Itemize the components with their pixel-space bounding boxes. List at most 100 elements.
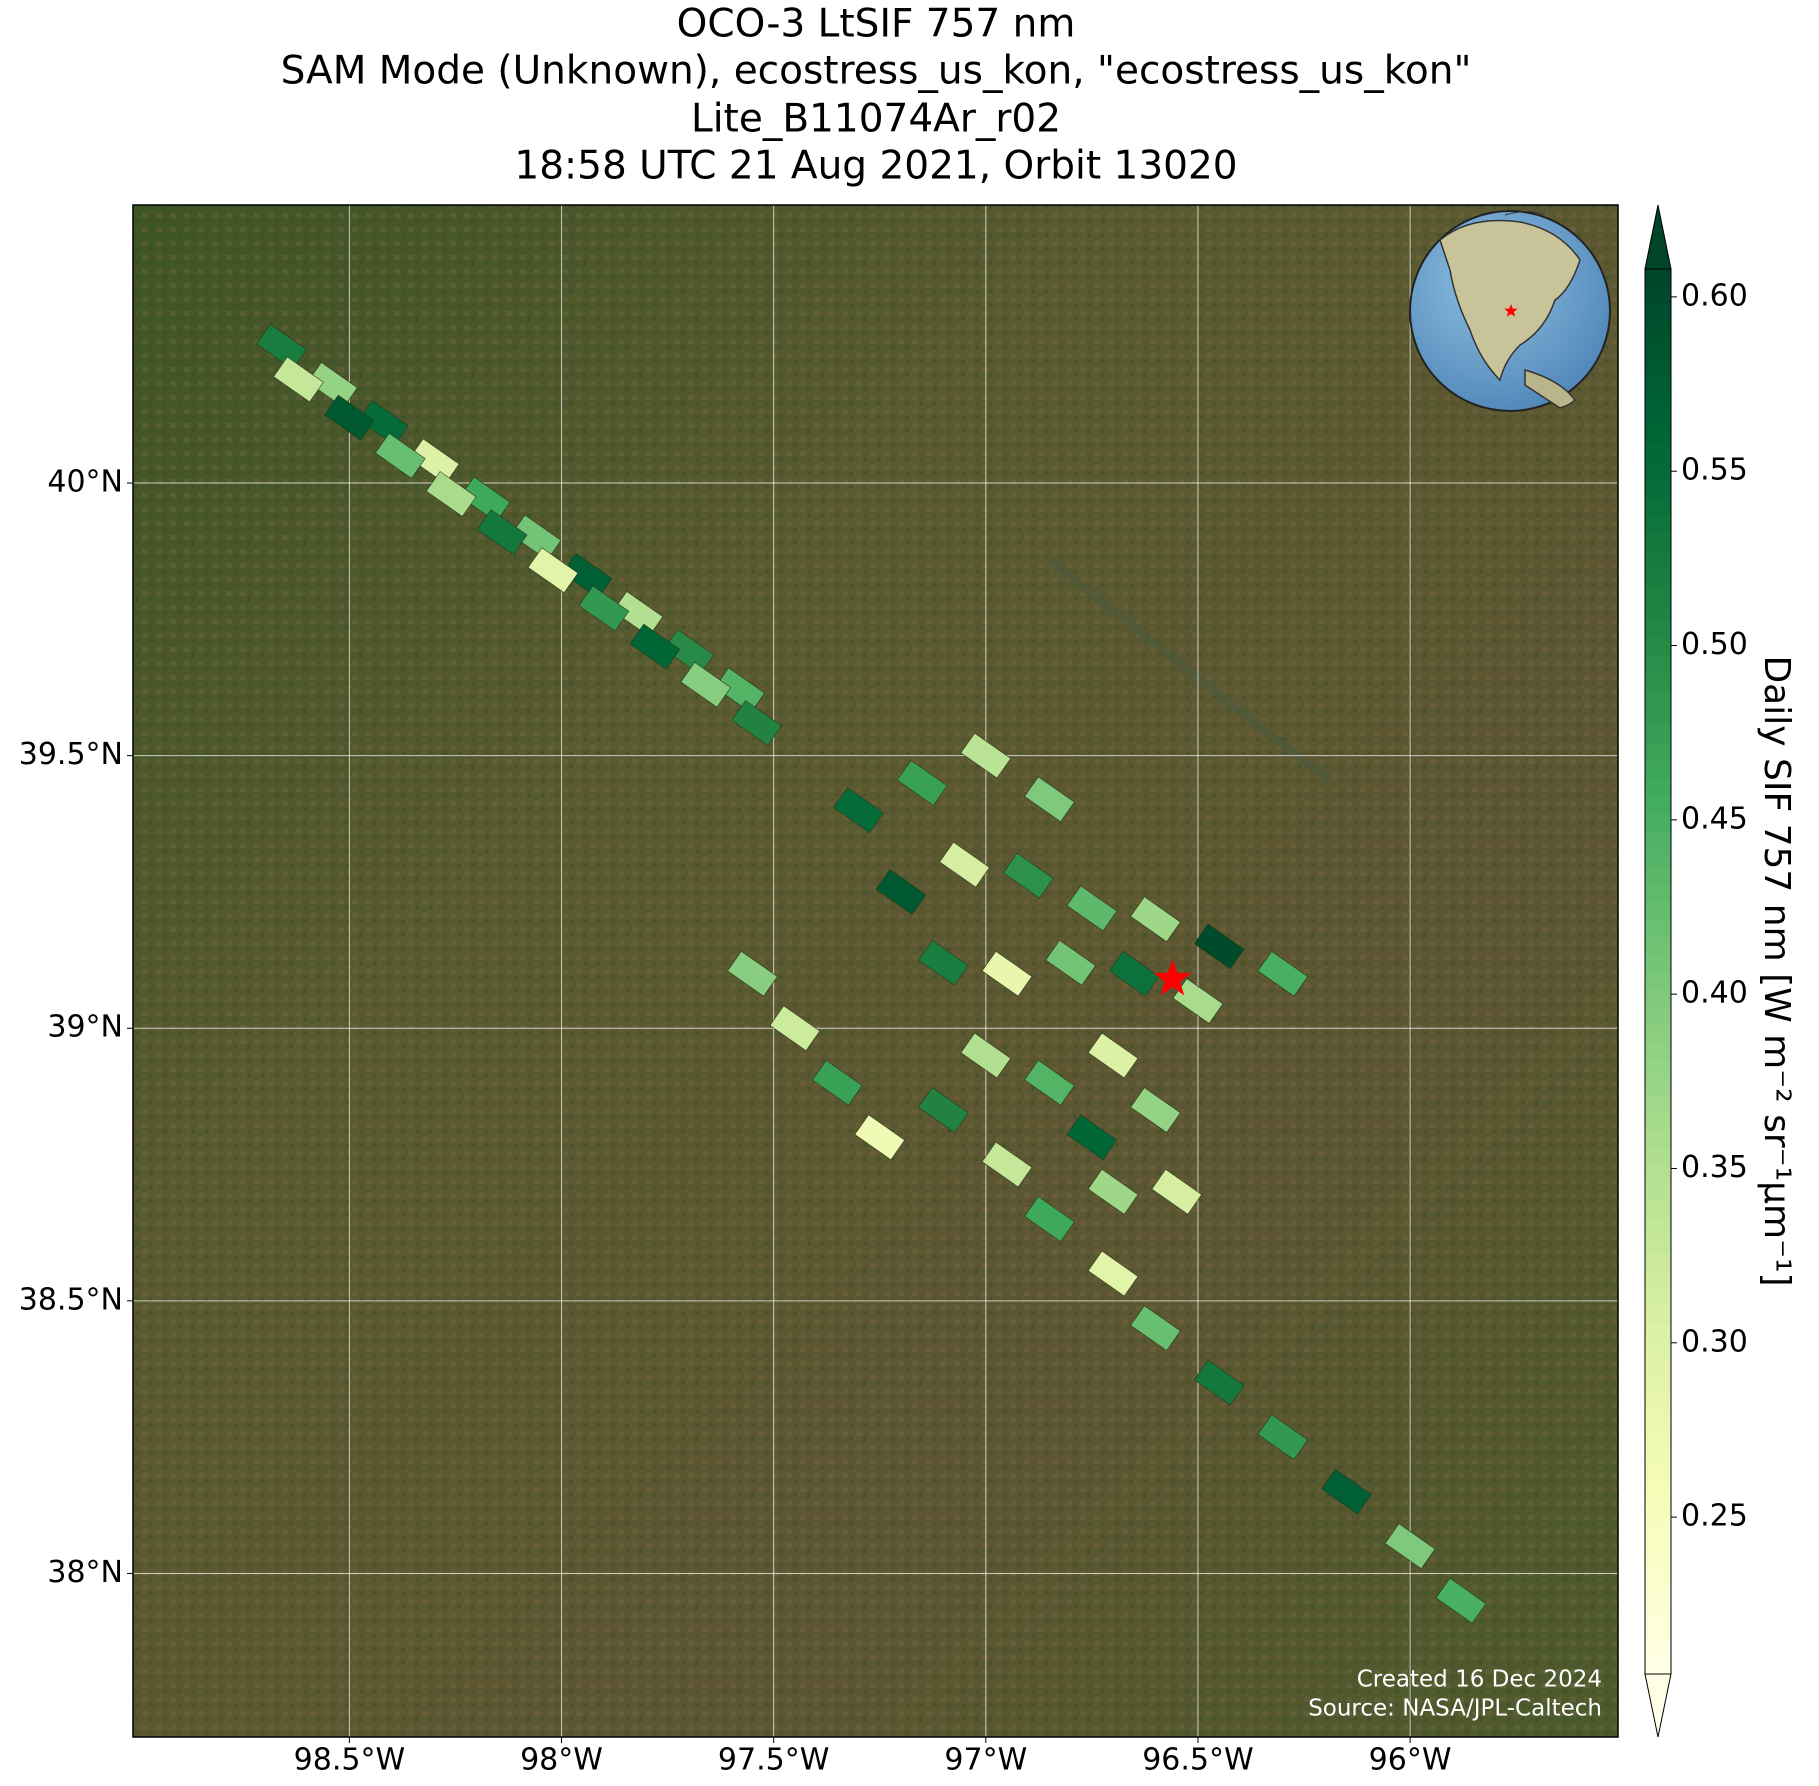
- sif-cell: [939, 841, 990, 888]
- reservoir: [1047, 556, 1333, 784]
- colorbar-segment: [1645, 1094, 1671, 1113]
- colorbar-segment: [1645, 1638, 1671, 1657]
- colorbar-segment: [1645, 1076, 1671, 1095]
- colorbar-segment: [1645, 1024, 1671, 1043]
- sif-cell: [1108, 950, 1160, 997]
- sif-cell: [578, 585, 630, 632]
- colorbar-segment: [1645, 374, 1671, 393]
- colorbar-segment: [1645, 514, 1671, 533]
- sif-cell: [459, 476, 511, 523]
- x-tick-label: 97.5°W: [718, 1743, 829, 1778]
- sif-cell: [1066, 885, 1118, 932]
- colorbar-extend-min: [1644, 1673, 1672, 1738]
- sif-cell: [1087, 1250, 1139, 1297]
- colorbar-segment: [1645, 391, 1671, 410]
- sif-cell: [833, 787, 884, 834]
- colorbar-segment: [1645, 655, 1671, 674]
- y-tick-label: 38°N: [47, 1555, 123, 1590]
- colorbar-segment: [1645, 989, 1671, 1008]
- colorbar-segment: [1645, 637, 1671, 656]
- colorbar-segment: [1645, 1375, 1671, 1394]
- sif-cell: [1257, 950, 1309, 997]
- colorbar-segment: [1645, 1112, 1671, 1131]
- colorbar-segment: [1645, 304, 1671, 323]
- colorbar-segment: [1645, 1182, 1671, 1201]
- sif-cell: [561, 552, 613, 599]
- colorbar-segment: [1645, 427, 1671, 446]
- sif-cell: [769, 1005, 821, 1052]
- colorbar-segment: [1645, 1603, 1671, 1622]
- colorbar-segment: [1645, 848, 1671, 867]
- colorbar-segment: [1645, 971, 1671, 990]
- y-tick-label: 39.5°N: [19, 737, 123, 772]
- sif-cell: [981, 1141, 1033, 1188]
- colorbar-segment: [1645, 883, 1671, 902]
- sif-cell: [1024, 1196, 1075, 1242]
- colorbar-segment: [1645, 1129, 1671, 1148]
- colorbar-segment: [1645, 356, 1671, 375]
- x-tick-label: 96.5°W: [1142, 1743, 1253, 1778]
- sif-cell: [358, 400, 409, 446]
- sif-cell: [680, 661, 732, 708]
- sif-cell: [425, 471, 477, 517]
- colorbar-segment: [1645, 1621, 1671, 1640]
- sif-cell: [1024, 776, 1075, 823]
- sif-cell: [408, 438, 460, 485]
- colorbar-tick-label: 0.30: [1681, 1324, 1748, 1359]
- x-tick-label: 98.5°W: [294, 1743, 405, 1778]
- colorbar-segment: [1645, 1252, 1671, 1271]
- sif-cell: [1435, 1577, 1487, 1624]
- colorbar-segment: [1645, 1463, 1671, 1482]
- credit: Created 16 Dec 2024: [1357, 1667, 1602, 1693]
- swath: [256, 323, 1487, 1624]
- sif-cell: [1130, 1305, 1181, 1351]
- coastline: [1504, 211, 1546, 216]
- colorbar-segment: [1645, 1006, 1671, 1025]
- sif-cell: [1193, 1359, 1245, 1406]
- sif-cell: [1087, 1168, 1139, 1215]
- title-line: OCO-3 LtSIF 757 nm: [677, 2, 1076, 47]
- sif-cell: [1321, 1468, 1372, 1515]
- colorbar-extend-max: [1644, 204, 1672, 270]
- colorbar-segment: [1645, 1340, 1671, 1359]
- colorbar-segment: [1645, 1480, 1671, 1499]
- y-tick-label: 38.5°N: [19, 1282, 123, 1317]
- colorbar-tick-label: 0.60: [1681, 278, 1748, 313]
- colorbar-segment: [1645, 1393, 1671, 1412]
- colorbar-segment: [1645, 708, 1671, 727]
- sif-cell: [1024, 1059, 1075, 1106]
- sif-cell: [374, 432, 426, 479]
- continent: [1524, 369, 1576, 409]
- globe-site: [1504, 304, 1518, 317]
- colorbar-segment: [1645, 286, 1671, 305]
- colorbar-segment: [1645, 918, 1671, 937]
- colorbar-segment: [1645, 778, 1671, 797]
- colorbar-segment: [1645, 1428, 1671, 1447]
- colorbar-segment: [1645, 1217, 1671, 1236]
- sif-cell: [1384, 1523, 1436, 1570]
- colorbar-segment: [1645, 1656, 1671, 1675]
- colorbar-segment: [1645, 1586, 1671, 1605]
- colorbar-segment: [1645, 444, 1671, 463]
- continent: [1439, 219, 1581, 382]
- x-tick-label: 96°W: [1369, 1743, 1452, 1778]
- colorbar-segment: [1645, 725, 1671, 744]
- colorbar-segment: [1645, 1164, 1671, 1183]
- colorbar-segment: [1645, 532, 1671, 551]
- colorbar-segment: [1645, 1147, 1671, 1166]
- colorbar-segment: [1645, 550, 1671, 569]
- colorbar-segment: [1645, 409, 1671, 428]
- colorbar-segment: [1645, 585, 1671, 604]
- sif-cell: [1257, 1414, 1309, 1461]
- colorbar-segment: [1645, 1234, 1671, 1253]
- colorbar-segment: [1645, 567, 1671, 586]
- sif-cell: [727, 950, 778, 997]
- colorbar-segment: [1645, 813, 1671, 832]
- sif-cell: [811, 1059, 863, 1106]
- colorbar-segment: [1645, 1568, 1671, 1587]
- colorbar: 0.25 0.30 0.35 0.40 0.45 0.50 0.55 0.60: [1644, 204, 1748, 1738]
- colorbar-segment: [1645, 1199, 1671, 1218]
- map-frame: [132, 204, 1619, 1738]
- colorbar-segment: [1645, 1445, 1671, 1464]
- colorbar-segment: [1645, 866, 1671, 885]
